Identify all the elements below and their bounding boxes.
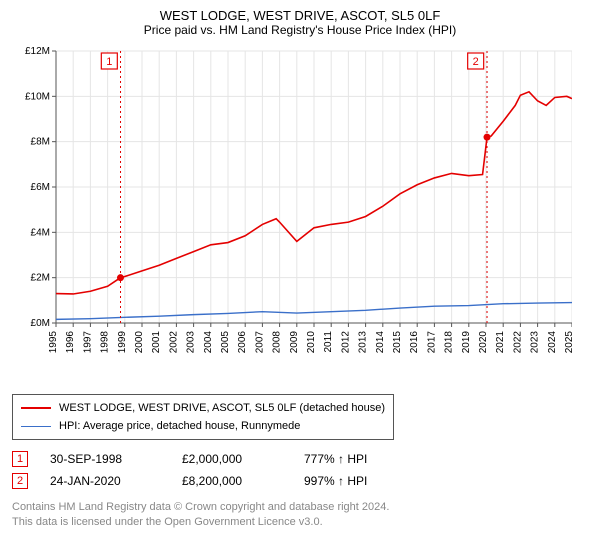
svg-text:£8M: £8M [31, 137, 50, 148]
svg-text:2016: 2016 [409, 331, 420, 354]
svg-text:2002: 2002 [168, 331, 179, 354]
marker-date: 30-SEP-1998 [50, 452, 160, 466]
svg-text:1996: 1996 [65, 331, 76, 354]
svg-text:2012: 2012 [340, 331, 351, 354]
legend-label: HPI: Average price, detached house, Runn… [59, 420, 300, 432]
svg-text:£0M: £0M [31, 318, 50, 329]
svg-text:2018: 2018 [444, 331, 455, 354]
svg-text:2020: 2020 [478, 331, 489, 354]
marker-annotations-table: 1 30-SEP-1998 £2,000,000 777% ↑ HPI 2 24-JAN-… [12, 448, 588, 492]
svg-text:2003: 2003 [186, 331, 197, 354]
svg-text:2011: 2011 [323, 331, 334, 353]
legend-label: WEST LODGE, WEST DRIVE, ASCOT, SL5 0LF (… [59, 402, 385, 414]
marker-price: £2,000,000 [182, 452, 282, 466]
svg-text:2021: 2021 [495, 331, 506, 354]
svg-text:2013: 2013 [358, 331, 369, 354]
svg-text:2015: 2015 [392, 331, 403, 354]
svg-text:2: 2 [473, 56, 479, 68]
marker-delta: 777% ↑ HPI [304, 452, 367, 466]
svg-text:£4M: £4M [31, 227, 50, 238]
legend-item: WEST LODGE, WEST DRIVE, ASCOT, SL5 0LF (… [21, 399, 385, 417]
svg-text:2010: 2010 [306, 331, 317, 354]
svg-text:£2M: £2M [31, 273, 50, 284]
svg-text:2001: 2001 [151, 331, 162, 354]
svg-text:2000: 2000 [134, 331, 145, 354]
marker-price: £8,200,000 [182, 474, 282, 488]
svg-text:£10M: £10M [25, 91, 50, 102]
svg-text:2009: 2009 [289, 331, 300, 354]
svg-text:2023: 2023 [530, 331, 541, 354]
marker-badge: 1 [12, 451, 28, 467]
svg-text:1997: 1997 [82, 331, 93, 354]
svg-text:1998: 1998 [100, 331, 111, 354]
attribution-line1: Contains HM Land Registry data © Crown c… [12, 500, 588, 515]
attribution-text: Contains HM Land Registry data © Crown c… [12, 500, 588, 530]
svg-text:2006: 2006 [237, 331, 248, 354]
svg-text:2017: 2017 [426, 331, 437, 354]
attribution-line2: This data is licensed under the Open Gov… [12, 515, 588, 530]
svg-text:2008: 2008 [272, 331, 283, 354]
legend-item: HPI: Average price, detached house, Runn… [21, 417, 385, 435]
legend-swatch [21, 426, 51, 427]
marker-badge: 2 [12, 473, 28, 489]
legend-swatch [21, 407, 51, 409]
marker-row: 1 30-SEP-1998 £2,000,000 777% ↑ HPI [12, 448, 588, 470]
svg-text:1995: 1995 [48, 331, 59, 354]
chart-plot-area: £0M £2M £4M £6M £8M £10M £12M 1995 1996 1997 1998 1… [12, 43, 588, 388]
svg-text:2014: 2014 [375, 331, 386, 354]
line-chart-svg: £0M £2M £4M £6M £8M £10M £12M 1995 1996 1997 1998 1… [12, 43, 572, 383]
svg-text:2022: 2022 [512, 331, 523, 354]
svg-text:£12M: £12M [25, 46, 50, 57]
marker-delta: 997% ↑ HPI [304, 474, 367, 488]
marker-date: 24-JAN-2020 [50, 474, 160, 488]
svg-text:2004: 2004 [203, 331, 214, 354]
svg-text:1: 1 [106, 56, 112, 68]
legend-box: WEST LODGE, WEST DRIVE, ASCOT, SL5 0LF (… [12, 394, 394, 440]
svg-text:2007: 2007 [254, 331, 265, 354]
svg-text:2005: 2005 [220, 331, 231, 354]
svg-text:1999: 1999 [117, 331, 128, 354]
chart-container: WEST LODGE, WEST DRIVE, ASCOT, SL5 0LF P… [0, 0, 600, 560]
marker-row: 2 24-JAN-2020 £8,200,000 997% ↑ HPI [12, 470, 588, 492]
chart-title-line1: WEST LODGE, WEST DRIVE, ASCOT, SL5 0LF [12, 8, 588, 23]
svg-text:2024: 2024 [547, 331, 558, 354]
svg-text:£6M: £6M [31, 182, 50, 193]
chart-title-line2: Price paid vs. HM Land Registry's House … [12, 23, 588, 37]
svg-text:2019: 2019 [461, 331, 472, 354]
svg-text:2025: 2025 [564, 331, 572, 354]
